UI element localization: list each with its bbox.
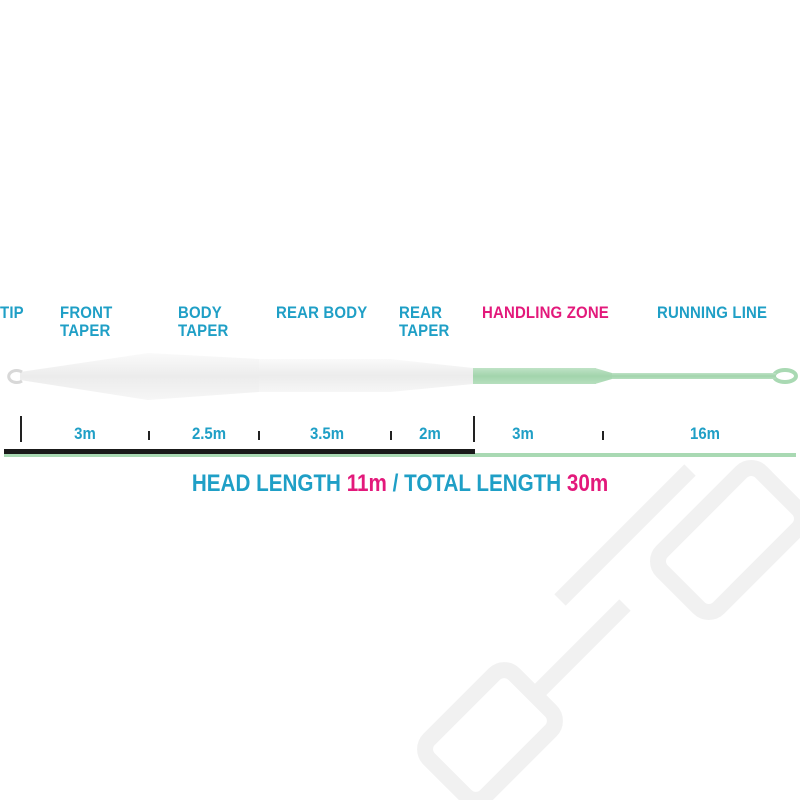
label-line: TAPER	[399, 321, 450, 340]
label-line: HANDLING ZONE	[482, 303, 609, 322]
head-length-label: HEAD LENGTH	[191, 470, 341, 497]
body-taper-segment	[148, 353, 259, 400]
length-front-taper: 3m	[74, 424, 96, 443]
label-line: REAR BODY	[276, 303, 368, 322]
section-label-body-taper: BODY TAPER	[178, 304, 228, 340]
tick	[390, 431, 392, 440]
front-taper-segment	[20, 353, 148, 400]
ofc-watermark	[417, 460, 800, 800]
tick	[20, 416, 22, 442]
total-length-bar	[4, 453, 796, 457]
tick	[473, 416, 475, 442]
label-line: RUNNING LINE	[657, 303, 768, 322]
head-length-bar	[4, 449, 475, 454]
tip-loop-icon	[7, 369, 23, 384]
section-label-handling-zone: HANDLING ZONE	[482, 304, 609, 322]
label-line: FRONT	[60, 303, 113, 322]
handling-zone-segment	[470, 368, 596, 384]
fly-line	[7, 353, 798, 400]
label-line: TAPER	[178, 321, 229, 340]
head-length-value: 11m	[346, 470, 387, 497]
label-line: BODY	[178, 303, 222, 322]
total-length-value: 30m	[566, 470, 609, 497]
section-label-rear-taper: REAR TAPER	[399, 304, 449, 340]
tick	[148, 431, 150, 440]
rear-loop-icon	[772, 368, 798, 384]
label-line: TAPER	[60, 321, 111, 340]
rear-taper-segment	[390, 359, 473, 392]
section-label-rear-body: REAR BODY	[276, 304, 367, 322]
section-label-front-taper: FRONT TAPER	[60, 304, 112, 340]
summary-separator: /	[392, 470, 399, 497]
handling-zone-taper	[595, 368, 612, 384]
rear-body-segment	[258, 359, 391, 392]
length-body-taper: 2.5m	[191, 424, 227, 443]
length-rear-taper: 2m	[419, 424, 441, 443]
running-line-segment	[600, 373, 776, 379]
tick	[258, 431, 260, 440]
length-handling-zone: 3m	[512, 424, 534, 443]
length-summary: HEAD LENGTH 11m / TOTAL LENGTH 30m	[0, 470, 800, 498]
length-running-line: 16m	[690, 424, 720, 443]
length-scale	[4, 416, 796, 457]
section-label-running-line: RUNNING LINE	[657, 304, 767, 322]
label-line: REAR	[399, 303, 443, 322]
section-label-tip: TIP	[0, 304, 24, 322]
label-line: TIP	[0, 303, 24, 322]
length-rear-body: 3.5m	[309, 424, 345, 443]
total-length-label: TOTAL LENGTH	[404, 470, 562, 497]
tick	[602, 431, 604, 440]
